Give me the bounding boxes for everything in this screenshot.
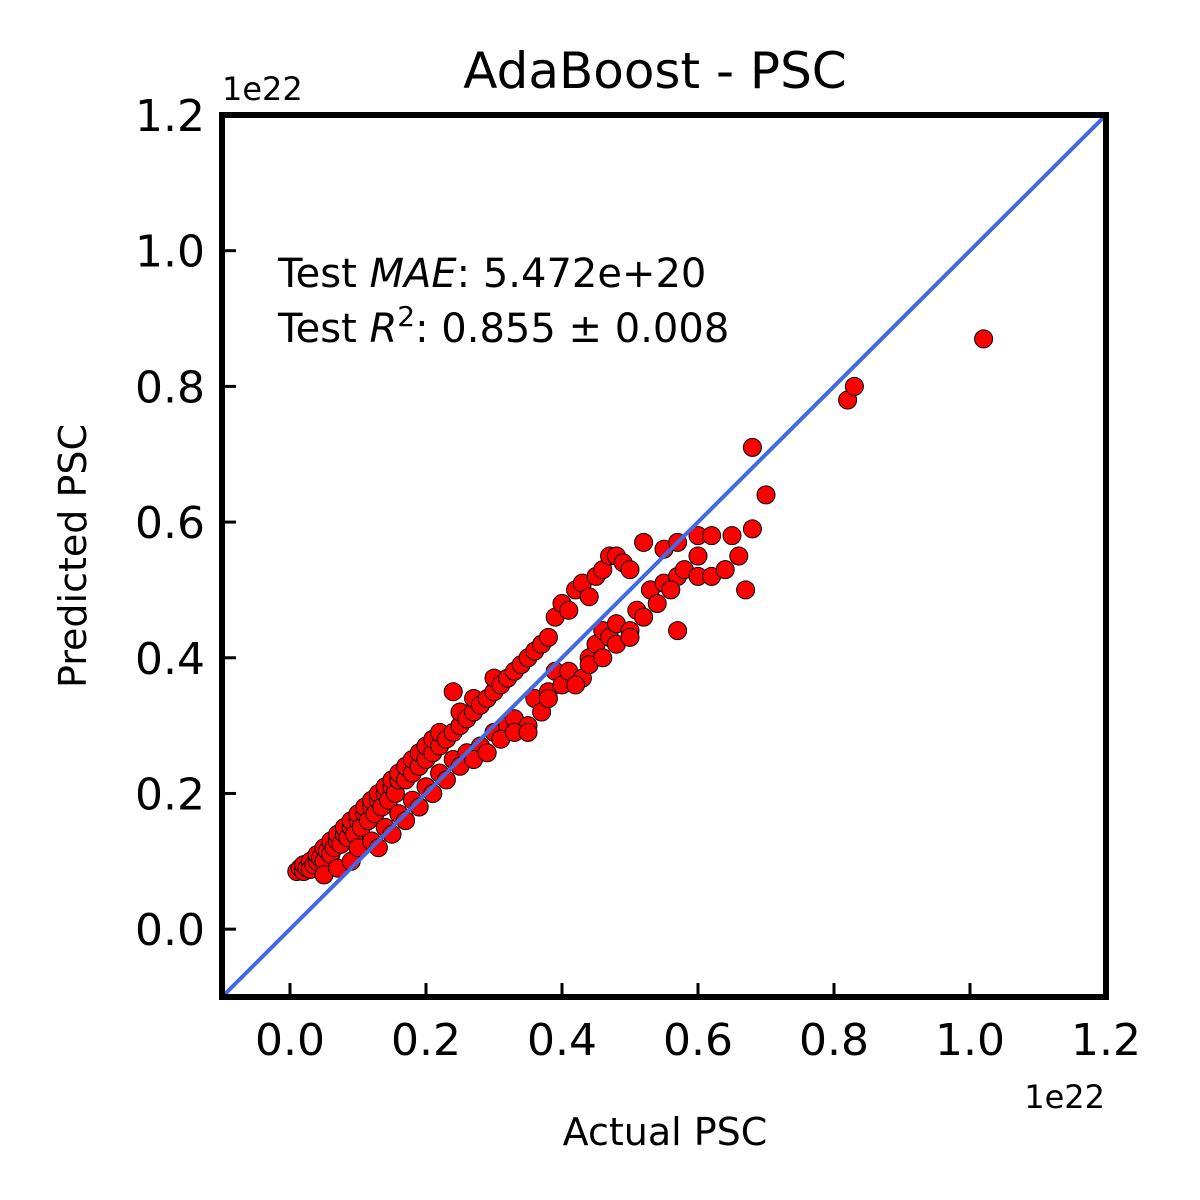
data-point <box>566 675 586 695</box>
data-point <box>729 546 749 566</box>
scatter-points <box>287 329 994 885</box>
data-point <box>518 722 538 742</box>
data-point <box>443 682 463 702</box>
mae-value: : 5.472e+20 <box>457 251 707 297</box>
axis-ticks: 0.0 0.2 0.4 0.6 0.8 1.0 1.2 0.0 0.2 0.4 0.6 0.8 1.0 1… <box>135 91 1141 1066</box>
x-tick-label: 0.2 <box>391 1015 461 1066</box>
data-point <box>688 546 708 566</box>
data-point <box>668 621 688 641</box>
data-point <box>620 627 640 647</box>
data-point <box>559 600 579 620</box>
mae-annotation: Test MAE: 5.472e+20 <box>277 251 706 297</box>
y-tick-label: 0.4 <box>135 634 205 685</box>
data-point <box>634 607 654 627</box>
data-point <box>756 485 776 505</box>
x-tick-label: 0.4 <box>527 1015 597 1066</box>
r2-symbol: R <box>369 306 397 352</box>
data-point <box>538 689 558 708</box>
x-axis-label: Actual PSC <box>563 1110 768 1154</box>
data-point <box>722 526 742 546</box>
data-point <box>702 526 722 546</box>
x-tick-label: 1.0 <box>935 1015 1005 1066</box>
r2-prefix: Test <box>277 306 369 352</box>
x-tick-label: 0.8 <box>799 1015 869 1066</box>
y-offset-label: 1e22 <box>222 70 303 108</box>
x-offset-label: 1e22 <box>1024 1078 1105 1116</box>
data-point <box>844 376 864 396</box>
r2-value: : 0.855 ± 0.008 <box>415 306 729 352</box>
data-point <box>742 519 762 539</box>
plot-frame <box>219 112 1109 1000</box>
x-tick-label: 0.6 <box>663 1015 733 1066</box>
data-point <box>715 560 735 580</box>
x-tick-label: 1.2 <box>1071 1015 1141 1066</box>
r2-annotation: Test R2: 0.855 ± 0.008 <box>277 300 729 352</box>
data-point <box>477 743 497 763</box>
data-point <box>620 560 640 580</box>
data-point <box>538 627 558 647</box>
r2-exp: 2 <box>397 300 415 333</box>
data-point <box>974 329 994 349</box>
x-tick-label: 0.0 <box>255 1015 325 1066</box>
mae-symbol: MAE <box>369 251 457 297</box>
data-point <box>579 587 599 607</box>
y-tick-label: 0.2 <box>135 769 205 820</box>
mae-prefix: Test <box>277 251 369 297</box>
y-tick-label: 0.0 <box>135 905 205 956</box>
data-point <box>593 648 613 668</box>
data-point <box>661 580 681 600</box>
data-point <box>742 437 762 457</box>
y-tick-label: 1.0 <box>135 227 205 278</box>
identity-line <box>222 115 1106 997</box>
data-point <box>736 580 756 600</box>
y-tick-label: 0.8 <box>135 362 205 413</box>
data-point <box>634 532 654 552</box>
data-point <box>647 594 667 613</box>
y-tick-label: 1.2 <box>135 91 205 142</box>
y-axis-label: Predicted PSC <box>51 424 95 688</box>
chart-title: AdaBoost - PSC <box>463 42 846 100</box>
y-tick-label: 0.6 <box>135 498 205 549</box>
